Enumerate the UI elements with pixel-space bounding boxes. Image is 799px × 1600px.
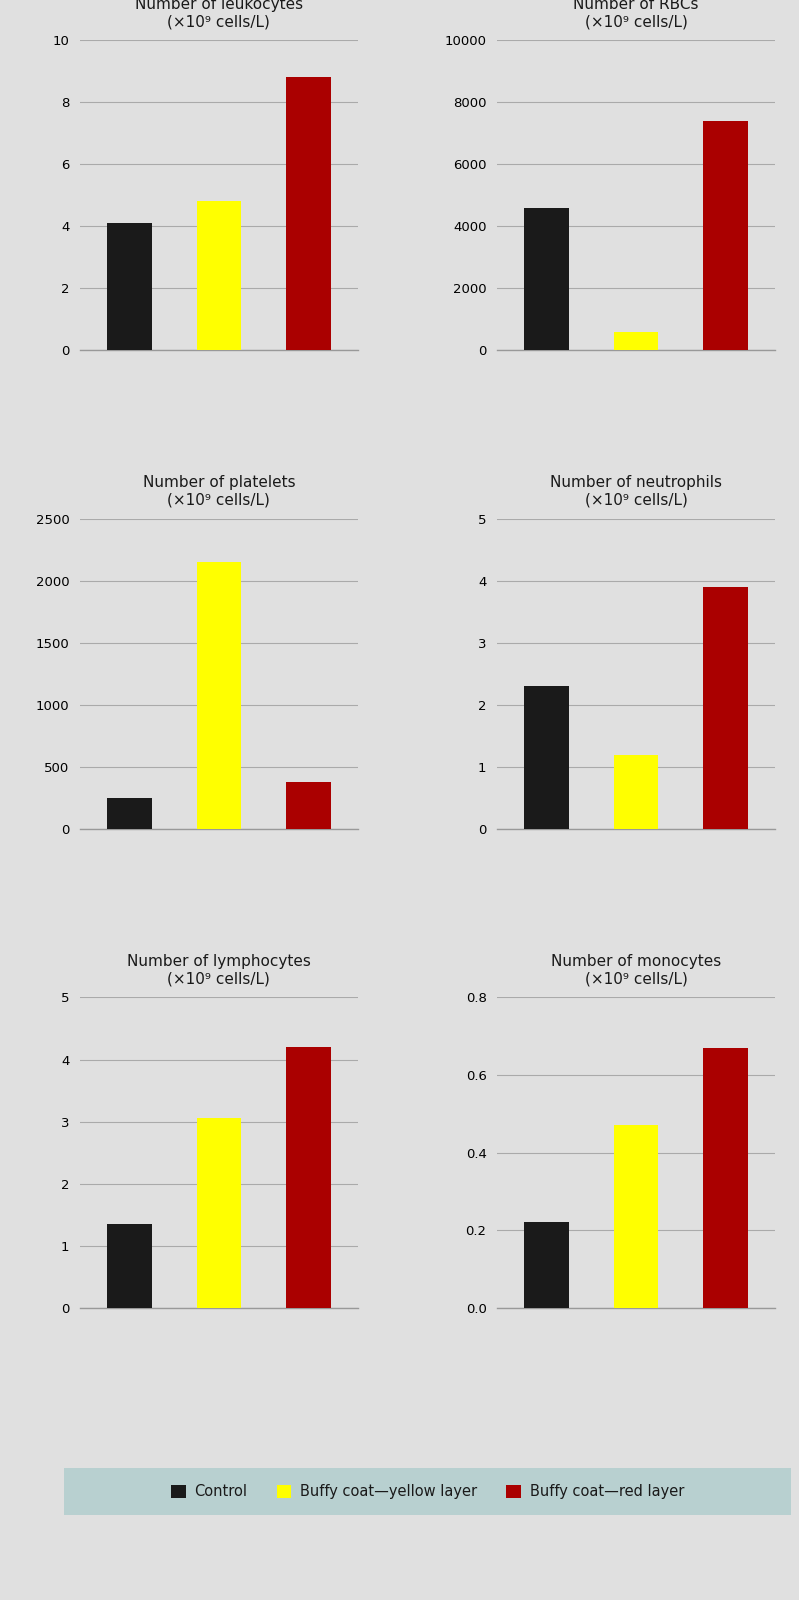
Bar — [286, 1046, 331, 1307]
Bar — [614, 1125, 658, 1307]
Title: Number of monocytes
(×10⁹ cells/L): Number of monocytes (×10⁹ cells/L) — [551, 954, 721, 987]
Title: Number of lymphocytes
(×10⁹ cells/L): Number of lymphocytes (×10⁹ cells/L) — [127, 954, 311, 987]
Bar — [703, 1048, 748, 1307]
Bar — [286, 77, 331, 350]
Bar — [703, 587, 748, 829]
Bar — [197, 562, 241, 829]
Title: Number of platelets
(×10⁹ cells/L): Number of platelets (×10⁹ cells/L) — [142, 475, 296, 507]
Bar — [107, 222, 152, 350]
Bar — [524, 1222, 569, 1307]
Bar — [703, 120, 748, 350]
Bar — [614, 331, 658, 350]
Bar — [524, 208, 569, 350]
Bar — [107, 798, 152, 829]
Bar — [524, 686, 569, 829]
Bar — [197, 1118, 241, 1307]
Bar — [286, 782, 331, 829]
Title: Number of RBCs
(×10⁹ cells/L): Number of RBCs (×10⁹ cells/L) — [573, 0, 699, 29]
Legend: Control, Buffy coat—yellow layer, Buffy coat—red layer: Control, Buffy coat—yellow layer, Buffy … — [167, 1480, 688, 1504]
Title: Number of neutrophils
(×10⁹ cells/L): Number of neutrophils (×10⁹ cells/L) — [550, 475, 722, 507]
Bar — [107, 1224, 152, 1307]
Bar — [197, 202, 241, 350]
Title: Number of leukocytes
(×10⁹ cells/L): Number of leukocytes (×10⁹ cells/L) — [135, 0, 303, 29]
Bar — [614, 755, 658, 829]
